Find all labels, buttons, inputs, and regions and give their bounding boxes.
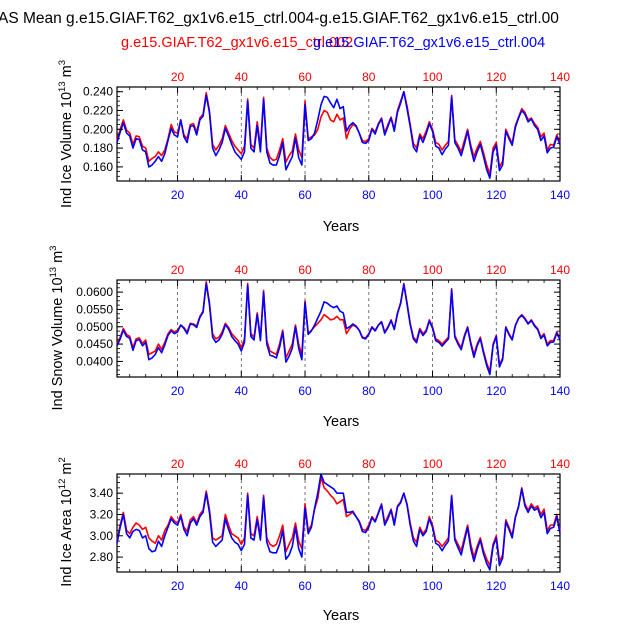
y-tick-label-0.0500: 0.0500 [76, 320, 113, 334]
x-tick-label-top-60: 60 [298, 457, 312, 471]
x-tick-label-top-100: 100 [423, 457, 443, 471]
figure-title: AS Mean g.e15.GIAF.T62_gx1v6.e15_ctrl.00… [0, 10, 559, 27]
y-label-unit-exponent: 2 [57, 457, 68, 462]
axis-ticks: 20 20 40 40 60 60 80 80 100 100 120 120 140 140 0.160 0… [83, 70, 570, 202]
x-tick-label-bottom-20: 20 [171, 384, 185, 398]
y-label-text: Ind Ice Area 10 [59, 489, 75, 587]
y-label-unit-exponent: 3 [48, 246, 59, 251]
x-tick-label-top-100: 100 [423, 263, 443, 277]
x-tick-label-bottom-140: 140 [550, 188, 570, 202]
x-axis-label: Years [323, 219, 360, 235]
y-label-text: Ind Ice Volume 10 [59, 92, 75, 208]
y-tick-label-0.0450: 0.0450 [76, 337, 113, 351]
panel-ice-volume: 20 20 40 40 60 60 80 80 100 100 120 120 140 140 0.160 0… [57, 60, 570, 235]
y-label-unit: m [59, 463, 75, 475]
series-ctrl-004-line [116, 473, 561, 571]
x-tick-label-top-40: 40 [235, 263, 249, 277]
x-tick-label-top-80: 80 [362, 70, 376, 84]
x-axis-label: Years [323, 608, 360, 621]
x-tick-label-top-40: 40 [235, 457, 249, 471]
y-tick-label-0.0600: 0.0600 [76, 285, 113, 299]
y-label-unit: m [50, 251, 66, 263]
series-lines [116, 90, 561, 179]
x-tick-label-top-80: 80 [362, 457, 376, 471]
series-lines [116, 473, 561, 571]
legend-series2: g.e15.GIAF.T62_gx1v6.e15_ctrl.004 [313, 35, 545, 51]
x-tick-label-top-60: 60 [298, 263, 312, 277]
x-axis-label: Years [323, 414, 360, 430]
x-tick-label-top-60: 60 [298, 70, 312, 84]
x-tick-label-bottom-140: 140 [550, 579, 570, 593]
y-tick-label-0.180: 0.180 [83, 141, 113, 155]
x-tick-label-top-20: 20 [171, 70, 185, 84]
x-tick-label-bottom-100: 100 [423, 384, 443, 398]
x-tick-label-bottom-40: 40 [235, 579, 249, 593]
y-tick-label-0.240: 0.240 [83, 85, 113, 99]
x-tick-label-top-20: 20 [171, 457, 185, 471]
y-label-text: Ind Snow Volume 10 [50, 277, 66, 410]
x-tick-label-bottom-80: 80 [362, 579, 376, 593]
x-tick-label-bottom-80: 80 [362, 384, 376, 398]
y-axis-label: Ind Ice Volume 1013 m3 [57, 60, 75, 208]
plot-frame [116, 473, 561, 573]
series-lines [116, 280, 561, 376]
y-tick-label-0.160: 0.160 [83, 160, 113, 174]
axis-ticks: 20 20 40 40 60 60 80 80 100 100 120 120 140 140 2.80 3.… [90, 457, 571, 593]
panel-snow-volume: 20 20 40 40 60 60 80 80 100 100 120 120 140 140 0.0400… [48, 246, 570, 430]
y-label-exponent: 13 [57, 81, 68, 92]
x-tick-label-top-120: 120 [486, 263, 506, 277]
y-tick-label-0.0400: 0.0400 [76, 354, 113, 368]
x-tick-label-bottom-60: 60 [298, 384, 312, 398]
series-ctrl-002-line [116, 280, 561, 373]
x-tick-label-top-100: 100 [423, 70, 443, 84]
x-tick-label-bottom-40: 40 [235, 384, 249, 398]
y-label-unit-exponent: 3 [57, 60, 68, 65]
x-tick-label-top-140: 140 [550, 263, 570, 277]
x-tick-label-bottom-20: 20 [171, 188, 185, 202]
x-tick-label-top-20: 20 [171, 263, 185, 277]
y-label-exponent: 13 [48, 267, 59, 278]
y-tick-label-0.0550: 0.0550 [76, 302, 113, 316]
x-tick-label-bottom-80: 80 [362, 188, 376, 202]
x-tick-label-bottom-60: 60 [298, 188, 312, 202]
y-axis-label: Ind Snow Volume 1013 m3 [48, 246, 66, 411]
legend-series1: g.e15.GIAF.T62_gx1v6.e15_ctrl.002 [121, 35, 353, 51]
y-tick-label-3.00: 3.00 [90, 529, 114, 543]
x-tick-label-bottom-120: 120 [486, 384, 506, 398]
series-ctrl-002-line [116, 90, 561, 176]
series-ctrl-004-line [116, 90, 561, 179]
x-tick-label-top-140: 140 [550, 70, 570, 84]
y-label-exponent: 12 [57, 479, 68, 490]
y-axis-label: Ind Ice Area 1012 m2 [57, 457, 75, 587]
x-tick-label-bottom-120: 120 [486, 188, 506, 202]
series-ctrl-004-line [116, 282, 561, 376]
y-label-unit: m [59, 65, 75, 77]
x-tick-label-bottom-60: 60 [298, 579, 312, 593]
x-tick-label-top-120: 120 [486, 70, 506, 84]
x-tick-label-top-40: 40 [235, 70, 249, 84]
y-tick-label-3.20: 3.20 [90, 507, 114, 521]
x-tick-label-bottom-140: 140 [550, 384, 570, 398]
x-tick-label-top-80: 80 [362, 263, 376, 277]
plot-frame [116, 279, 561, 378]
axis-ticks: 20 20 40 40 60 60 80 80 100 100 120 120 140 140 0.0400… [76, 263, 570, 398]
y-tick-label-0.220: 0.220 [83, 104, 113, 118]
vertical-gridlines [177, 87, 497, 181]
y-tick-label-3.40: 3.40 [90, 486, 114, 500]
panel-ice-area: 20 20 40 40 60 60 80 80 100 100 120 120 140 140 2.80 3.… [57, 457, 571, 624]
x-tick-label-bottom-120: 120 [486, 579, 506, 593]
y-tick-label-2.80: 2.80 [90, 550, 114, 564]
x-tick-label-top-140: 140 [550, 457, 570, 471]
x-tick-label-bottom-20: 20 [171, 579, 185, 593]
x-tick-label-bottom-100: 100 [423, 579, 443, 593]
y-tick-label-0.200: 0.200 [83, 122, 113, 136]
x-tick-label-bottom-100: 100 [423, 188, 443, 202]
x-tick-label-bottom-40: 40 [235, 188, 249, 202]
x-tick-label-top-120: 120 [486, 457, 506, 471]
series-ctrl-002-line [116, 476, 561, 567]
